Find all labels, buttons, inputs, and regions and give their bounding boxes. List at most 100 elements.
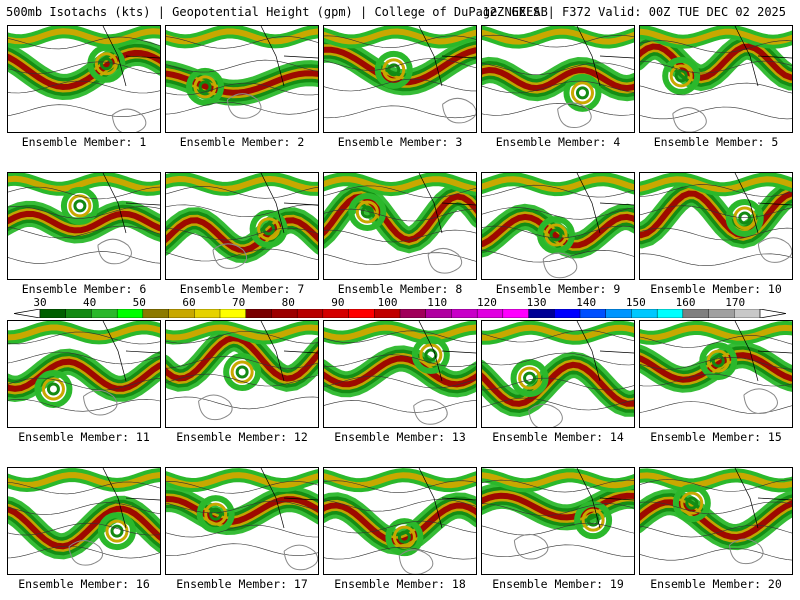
height-contour	[482, 103, 634, 116]
height-contour	[324, 354, 476, 368]
closed-low-contour	[235, 365, 249, 379]
height-contour	[324, 498, 476, 512]
height-contour	[166, 543, 318, 556]
colorbar-tick-label: 70	[231, 296, 246, 309]
closed-low-contour	[41, 377, 65, 401]
closed-low-contour	[387, 63, 401, 77]
height-contour	[482, 544, 634, 558]
isotach-map-19	[482, 468, 634, 560]
colorbar-swatch	[708, 309, 735, 318]
height-contour	[482, 225, 634, 239]
height-contour	[166, 227, 318, 241]
closed-low-contour	[725, 198, 764, 237]
jet-band	[640, 190, 792, 239]
colorbar-tick-label: 150	[625, 296, 646, 309]
jet-band	[324, 355, 476, 388]
height-contour	[324, 58, 476, 71]
height-contour	[8, 61, 160, 75]
closed-low-contour	[685, 496, 699, 510]
ensemble-panel-16	[7, 467, 161, 575]
colorbar-swatch	[271, 309, 298, 318]
isotach-map-16	[8, 468, 160, 566]
closed-low-contour	[385, 518, 424, 557]
ensemble-panel-14	[481, 320, 635, 428]
colorbar-right-arrow	[759, 309, 786, 318]
jet-band	[324, 193, 476, 244]
closed-low-contour	[360, 205, 374, 219]
chart-title: 500mb Isotachs (kts) | Geopotential Heig…	[6, 5, 548, 19]
height-contour	[640, 548, 792, 561]
colorbar-swatch	[142, 309, 170, 318]
closed-low-contour	[34, 370, 73, 409]
closed-low-contour	[193, 75, 217, 99]
colorbar-swatch	[656, 309, 684, 318]
jet-band-north	[8, 175, 160, 192]
height-contour	[166, 36, 318, 49]
boundary-lines	[102, 321, 160, 382]
coastline	[743, 388, 778, 414]
colorbar-swatch	[502, 309, 530, 318]
coastline	[97, 238, 132, 265]
colorbar-tick-label: 40	[83, 296, 97, 309]
member-label-19: Ensemble Member: 19	[492, 577, 624, 591]
closed-low-contour	[60, 186, 99, 225]
boundary-lines	[576, 173, 634, 234]
boundary-lines	[102, 468, 160, 529]
isotach-map-5	[640, 26, 792, 132]
ensemble-panel-2	[165, 25, 319, 133]
height-contour	[166, 101, 318, 115]
closed-low-contour	[46, 382, 60, 396]
height-contour	[482, 34, 634, 48]
member-label-10: Ensemble Member: 10	[650, 282, 782, 296]
boundary-lines	[734, 26, 792, 87]
height-contour	[640, 82, 792, 96]
height-contour	[324, 480, 476, 494]
height-contour	[482, 80, 634, 94]
closed-low-contour	[544, 223, 568, 247]
height-contour	[482, 503, 634, 516]
ensemble-panel-5	[639, 25, 793, 133]
coastline	[226, 93, 262, 119]
closed-low-contour	[411, 336, 450, 375]
colorbar-swatch	[245, 309, 272, 318]
coastline	[513, 533, 549, 560]
isotach-map-6	[8, 173, 160, 265]
height-contour	[640, 253, 792, 267]
height-contour	[166, 373, 318, 387]
closed-low-contour	[209, 507, 223, 521]
jet-band-north	[640, 324, 792, 341]
height-contour	[640, 60, 792, 74]
member-label-14: Ensemble Member: 14	[492, 430, 624, 444]
colorbar-swatch	[116, 309, 144, 318]
height-contour	[482, 479, 634, 493]
jet-band-north	[482, 28, 634, 45]
boundary-lines	[418, 26, 476, 87]
isotach-map-10	[640, 173, 792, 267]
height-contour	[8, 502, 160, 515]
closed-low-contour	[110, 524, 124, 538]
boundary-lines	[102, 173, 160, 234]
height-contour	[8, 377, 160, 391]
height-contour	[640, 479, 792, 492]
boundary-lines	[576, 26, 634, 87]
height-contour	[640, 501, 792, 515]
height-contour	[8, 545, 160, 559]
height-contour	[482, 62, 634, 76]
coastline	[413, 399, 448, 425]
closed-low-contour	[97, 512, 136, 551]
isotach-map-9	[482, 173, 634, 279]
height-contour	[482, 249, 634, 263]
closed-low-contour	[223, 353, 262, 392]
closed-low-contour	[669, 64, 693, 88]
height-contour	[8, 351, 160, 365]
closed-low-contour	[523, 371, 537, 385]
height-contour	[640, 106, 792, 120]
isotach-map-7	[166, 173, 318, 269]
height-contour	[166, 331, 318, 344]
ensemble-panel-9	[481, 172, 635, 280]
jet-band-north	[640, 176, 792, 193]
ensemble-panel-20	[639, 467, 793, 575]
jet-band-north	[8, 324, 160, 341]
height-contour	[482, 352, 634, 366]
colorbar-swatch	[348, 309, 375, 318]
